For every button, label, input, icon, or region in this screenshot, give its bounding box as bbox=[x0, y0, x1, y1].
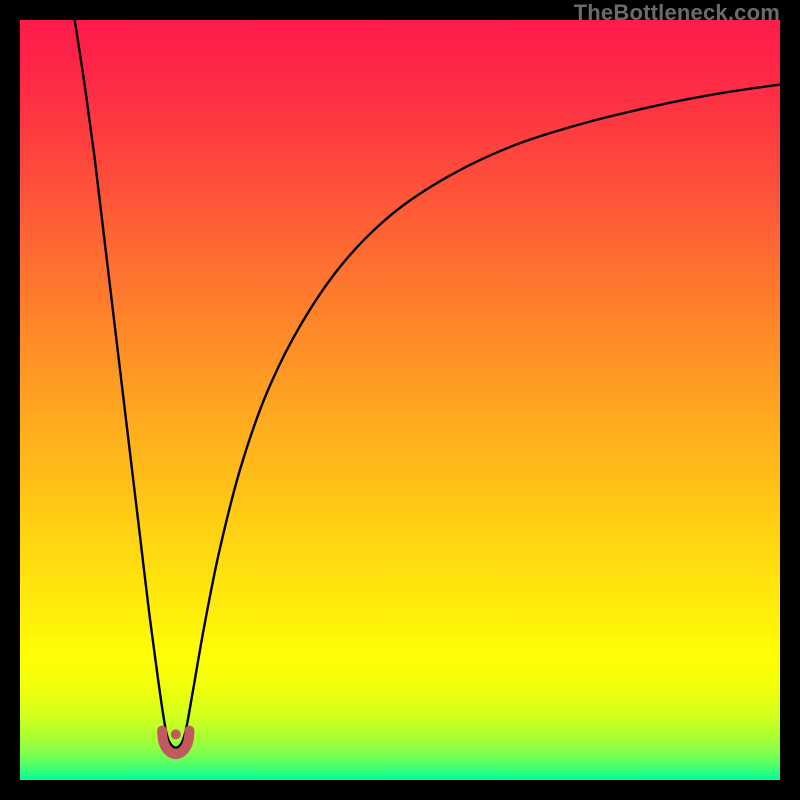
plot-area bbox=[20, 20, 780, 780]
dip-marker-dot bbox=[171, 729, 181, 739]
watermark-text: TheBottleneck.com bbox=[574, 0, 780, 26]
curve-layer bbox=[20, 20, 780, 780]
bottleneck-chart: { "canvas": { "width": 800, "height": 80… bbox=[0, 0, 800, 800]
bottleneck-curve bbox=[75, 20, 780, 748]
